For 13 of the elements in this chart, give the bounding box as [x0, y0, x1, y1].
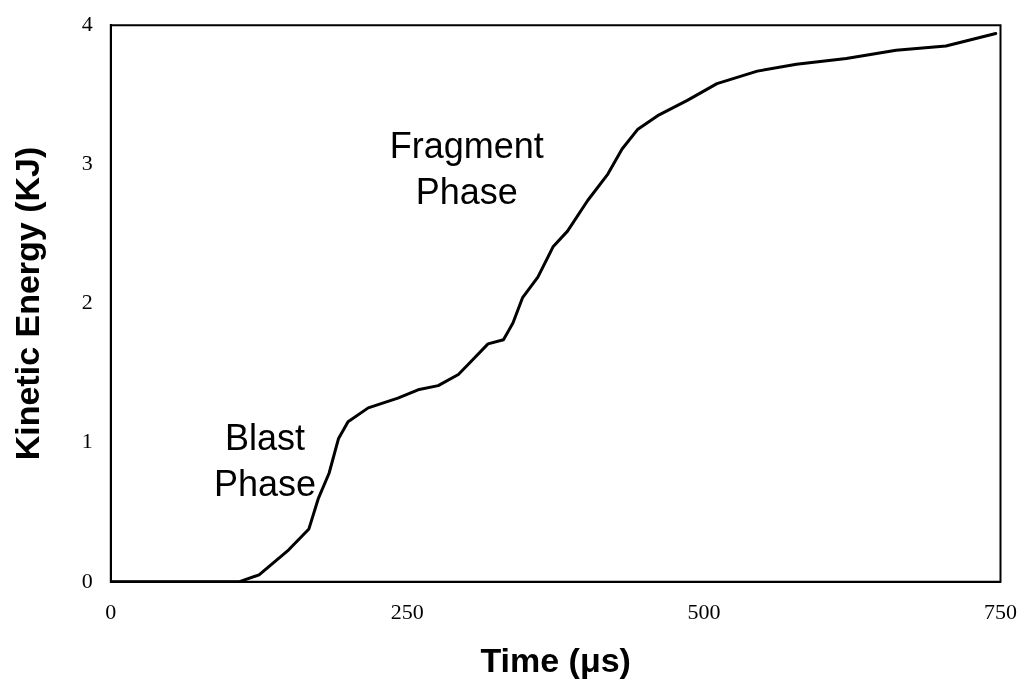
x-axis-title: Time (μs)	[480, 640, 631, 679]
x-tick-label: 750	[984, 598, 1017, 624]
annotation: Blast Phase	[213, 417, 317, 505]
y-tick-label: 3	[81, 150, 93, 176]
x-tick-label: 0	[105, 598, 117, 624]
y-tick-label: 4	[81, 10, 93, 36]
y-axis-title: Kinetic Energy (KJ)	[7, 146, 46, 461]
y-tick-label: 0	[81, 567, 93, 593]
annotation: Fragment Phase	[389, 125, 544, 213]
x-tick-label: 500	[687, 598, 721, 624]
y-tick-label: 1	[81, 428, 93, 454]
x-tick-label: 250	[390, 598, 424, 624]
y-tick-label: 2	[81, 289, 93, 315]
